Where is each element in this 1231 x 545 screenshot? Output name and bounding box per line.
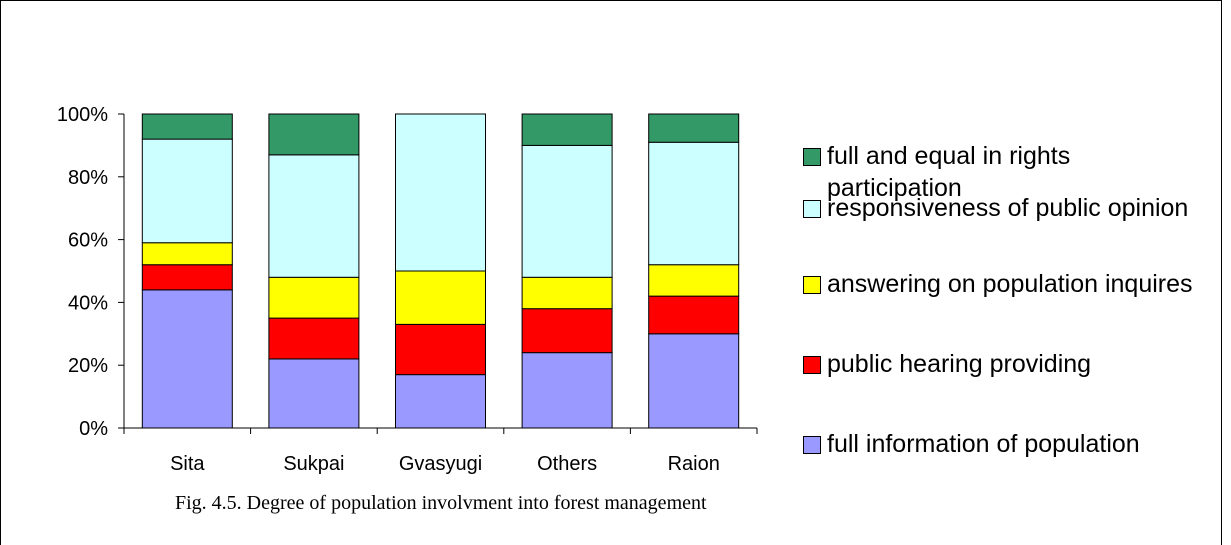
bar-segment [648,141,740,266]
bar-segment [141,264,233,291]
bar-segment [268,113,360,156]
bar-segment [395,113,486,272]
x-tick-label: Others [537,453,597,475]
bar-segment [141,242,233,266]
y-tick-label: 80% [68,167,108,189]
bar-segment [395,270,486,325]
bar-segment [521,276,613,310]
legend-label: answering on population inquires [827,270,1193,298]
legend-swatch [803,436,821,454]
legend-label: responsiveness of public opinion [827,194,1189,222]
bar-segment [141,138,233,244]
legend-label: public hearing providing [827,350,1092,378]
legend-item: responsiveness of public opinion [803,192,1203,224]
y-tick-label: 100% [57,104,108,126]
legend-swatch [803,276,821,294]
legend-item: full information of population [803,428,1203,460]
bar-segment [648,295,740,335]
bar-segment [268,358,360,429]
x-tick-label: Sita [170,453,205,475]
bar-segment [268,317,360,360]
bar-segment [648,264,740,297]
bar-segment [395,374,486,429]
x-tick-label: Gvasyugi [399,453,482,475]
bar-segment [141,113,233,140]
legend-item: public hearing providing [803,348,1203,380]
legend-item: answering on population inquires [803,268,1203,300]
y-tick-label: 20% [68,355,108,377]
bar-segment [141,289,233,429]
bar-segment [648,333,740,429]
x-tick-label: Sukpai [283,453,344,475]
y-tick-label: 40% [68,292,108,314]
bar-segment [395,323,486,376]
bar-segment [268,276,360,319]
legend-label: full information of population [827,430,1140,458]
x-tick-label: Raion [668,453,720,475]
y-tick-label: 0% [79,418,108,440]
bar-segment [268,154,360,278]
legend-swatch [803,356,821,374]
bar-segment [521,144,613,278]
bar-segment [521,113,613,146]
bar-segment [521,352,613,429]
bar-segment [521,308,613,354]
bar-segment [648,113,740,143]
legend-item: full and equal in rights participation [803,140,1203,204]
legend-label: full and equal in rights participation [827,142,1071,202]
legend-swatch [803,148,821,166]
y-tick-label: 60% [68,230,108,252]
caption: Fig. 4.5. Degree of population involvmen… [175,492,707,514]
legend-swatch [803,200,821,218]
